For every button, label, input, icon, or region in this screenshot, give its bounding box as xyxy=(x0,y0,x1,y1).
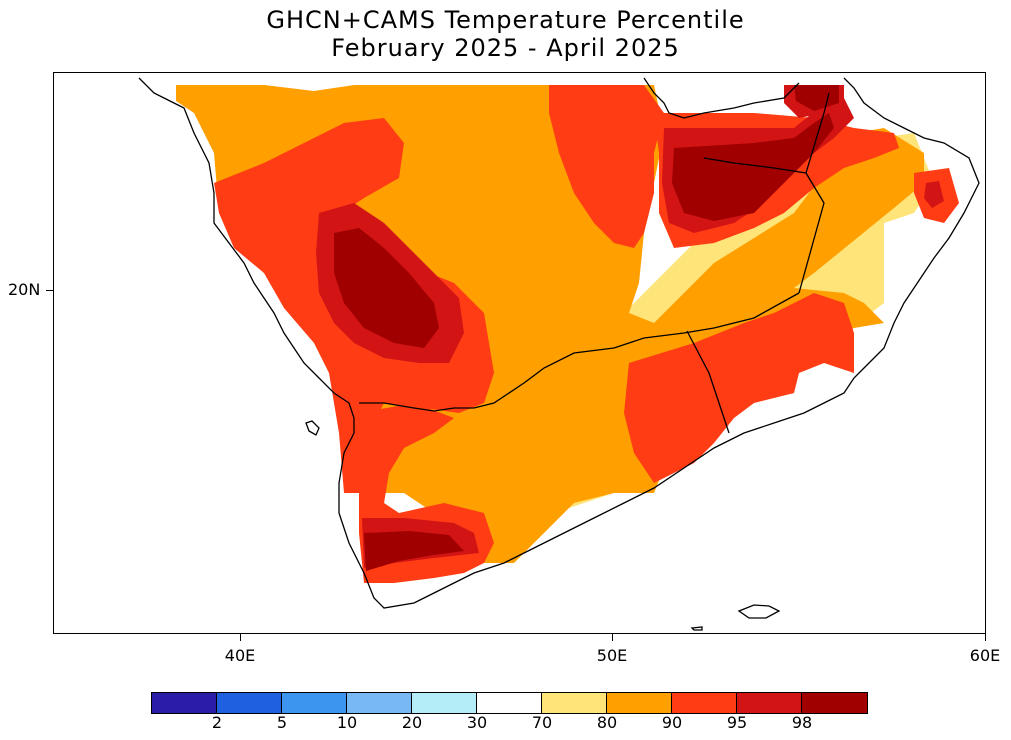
country-border-saudi-oman xyxy=(703,157,825,294)
y-tick-20n xyxy=(46,290,53,291)
color-legend-swatch xyxy=(737,693,802,713)
color-legend-label: 80 xyxy=(596,713,618,732)
region-98th-small-east xyxy=(924,181,944,208)
color-legend-swatch xyxy=(672,693,737,713)
x-tick-label: 60E xyxy=(969,646,1001,665)
region-95th-south xyxy=(624,293,854,483)
small-island xyxy=(690,626,703,631)
region-95th-north xyxy=(549,85,664,248)
map-title: GHCN+CAMS Temperature Percentile xyxy=(266,6,745,34)
x-tick-60e xyxy=(985,634,986,641)
coastline xyxy=(138,77,980,609)
region-top-oman xyxy=(672,113,834,221)
dahlak-islands xyxy=(305,420,320,436)
region-top-west xyxy=(334,228,439,348)
color-legend-swatch xyxy=(802,693,867,713)
color-legend-label: 10 xyxy=(336,713,358,732)
color-legend-label: 20 xyxy=(401,713,423,732)
color-legend-swatch xyxy=(607,693,672,713)
socotra-island xyxy=(737,604,781,619)
color-legend-swatch xyxy=(412,693,477,713)
color-legend-label: 98 xyxy=(791,713,813,732)
color-legend-label: 95 xyxy=(726,713,748,732)
region-top-yemen xyxy=(364,531,464,571)
color-legend-swatch xyxy=(152,693,217,713)
color-legend-label: 5 xyxy=(276,713,288,732)
color-legend-label: 2 xyxy=(211,713,223,732)
color-legend-swatch xyxy=(542,693,607,713)
country-border-uae xyxy=(805,92,830,174)
color-legend xyxy=(151,692,868,714)
x-tick-40e xyxy=(240,634,241,641)
color-legend-label: 30 xyxy=(466,713,488,732)
red-sea-coastline xyxy=(643,77,800,119)
color-legend-label: 90 xyxy=(661,713,683,732)
x-tick-label: 50E xyxy=(596,646,628,665)
color-legend-swatch xyxy=(477,693,542,713)
color-legend-swatch xyxy=(217,693,282,713)
region-top-north xyxy=(794,85,839,111)
map-subtitle: February 2025 - April 2025 xyxy=(331,34,680,62)
x-tick-50e xyxy=(612,634,613,641)
country-border-saudi-yemen xyxy=(359,292,800,412)
y-tick-label: 20N xyxy=(8,280,41,299)
color-legend-swatch xyxy=(347,693,412,713)
map-panel xyxy=(53,72,986,634)
color-legend-swatch xyxy=(282,693,347,713)
x-tick-label: 40E xyxy=(224,646,256,665)
percentile-map xyxy=(138,77,980,631)
color-legend-label: 70 xyxy=(531,713,553,732)
country-border-yemen-oman xyxy=(686,330,730,434)
